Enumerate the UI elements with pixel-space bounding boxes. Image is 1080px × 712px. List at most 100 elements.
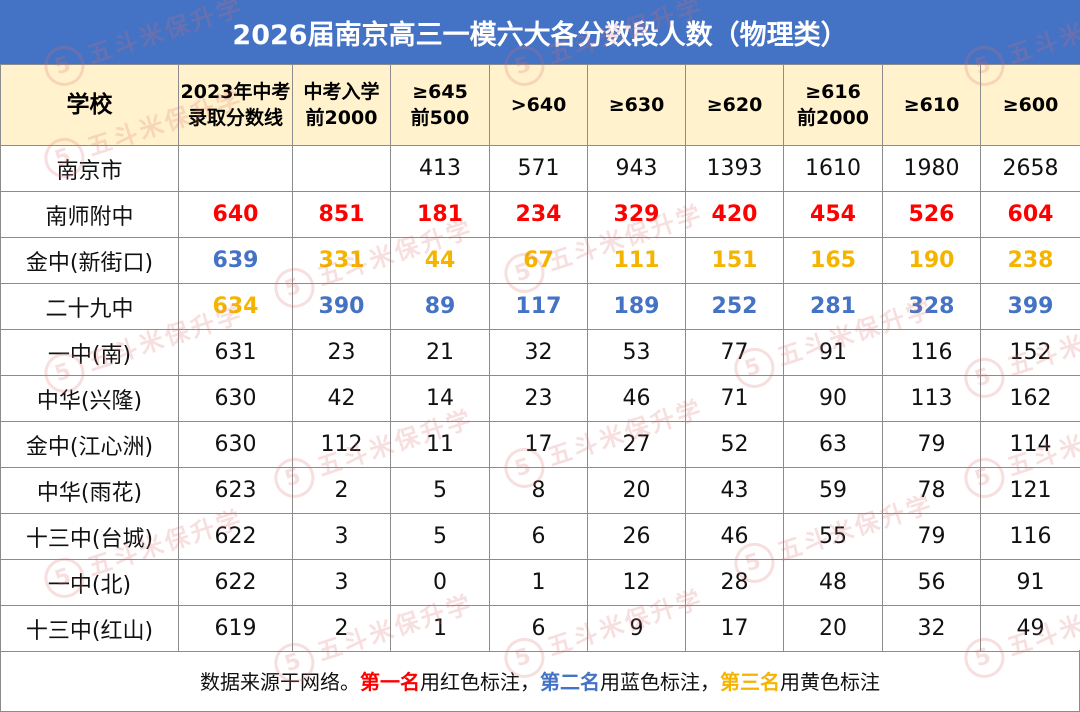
- count-cell: 14: [390, 375, 490, 422]
- table-row: 十三中(台城) 622 3 5 6 26 46 55 79 116: [0, 513, 1080, 560]
- column-header: 2023年中考 录取分数线: [178, 64, 293, 146]
- count-cell: 6: [489, 513, 588, 560]
- table-row: 十三中(红山) 619 2 1 6 9 17 20 32 49: [0, 605, 1080, 652]
- column-header-line: 学校: [66, 92, 113, 118]
- count-cell: 55: [783, 513, 883, 560]
- count-cell: 238: [980, 237, 1080, 284]
- count-cell: 604: [980, 191, 1080, 238]
- table-row: 一中(南) 631 23 21 32 53 77 91 116 152: [0, 329, 1080, 376]
- count-cell: 17: [685, 605, 784, 652]
- count-cell: 23: [489, 375, 588, 422]
- count-cell: 42: [292, 375, 391, 422]
- table-row: 中华(兴隆) 630 42 14 23 46 71 90 113 162: [0, 375, 1080, 422]
- table-row: 一中(北) 622 3 0 1 12 28 48 56 91: [0, 559, 1080, 606]
- count-cell: 79: [882, 421, 981, 468]
- school-name-cell: 中华(雨花): [0, 467, 179, 514]
- count-cell: 0: [390, 559, 490, 606]
- count-cell: 622: [178, 513, 293, 560]
- count-cell: 117: [489, 283, 588, 330]
- count-cell: 252: [685, 283, 784, 330]
- count-cell: 571: [489, 145, 588, 192]
- school-name-cell: 二十九中: [0, 283, 179, 330]
- table-row: 金中(新街口) 639 331 44 67 111 151 165 190 238: [0, 237, 1080, 284]
- school-name-cell: 一中(北): [0, 559, 179, 606]
- school-name-cell: 十三中(台城): [0, 513, 179, 560]
- legend-note: 数据来源于网络。 第一名 用红色标注， 第二名 用蓝色标注， 第三名 用黄色标注: [0, 650, 1080, 712]
- column-header-line: ≥630: [608, 94, 665, 116]
- count-cell: 56: [882, 559, 981, 606]
- count-cell: 67: [489, 237, 588, 284]
- count-cell: 91: [783, 329, 883, 376]
- school-name-cell: 一中(南): [0, 329, 179, 376]
- count-cell: 112: [292, 421, 391, 468]
- count-cell: 9: [587, 605, 686, 652]
- first-place-key: 第一名: [360, 670, 420, 694]
- count-cell: 46: [685, 513, 784, 560]
- school-name-cell: 南师附中: [0, 191, 179, 238]
- count-cell: 20: [587, 467, 686, 514]
- count-cell: 630: [178, 421, 293, 468]
- count-cell: 114: [980, 421, 1080, 468]
- count-cell: 32: [489, 329, 588, 376]
- count-cell: 12: [587, 559, 686, 606]
- count-cell: 634: [178, 283, 293, 330]
- school-name-cell: 金中(江心洲): [0, 421, 179, 468]
- column-header-line: ≥600: [1002, 94, 1059, 116]
- count-cell: 234: [489, 191, 588, 238]
- count-cell: 116: [980, 513, 1080, 560]
- table-row: 二十九中 634 390 89 117 189 252 281 328 399: [0, 283, 1080, 330]
- column-header: 中考入学 前2000: [292, 64, 391, 146]
- column-header-line: 2023年中考: [180, 81, 291, 103]
- count-cell: 165: [783, 237, 883, 284]
- column-header-school: 学校: [0, 64, 179, 146]
- count-cell: 162: [980, 375, 1080, 422]
- count-cell: 2: [292, 467, 391, 514]
- column-header-line: ≥620: [706, 94, 763, 116]
- column-header: ≥620: [685, 64, 784, 146]
- column-header-line: ≥616: [805, 81, 861, 103]
- column-header-line: ≥610: [903, 94, 960, 116]
- count-cell: 190: [882, 237, 981, 284]
- count-cell: 78: [882, 467, 981, 514]
- count-cell: 79: [882, 513, 981, 560]
- third-place-desc: 用黄色标注: [780, 670, 880, 694]
- count-cell: 329: [587, 191, 686, 238]
- count-cell: 281: [783, 283, 883, 330]
- column-header: ≥630: [587, 64, 686, 146]
- count-cell: 640: [178, 191, 293, 238]
- count-cell: 111: [587, 237, 686, 284]
- count-cell: 5: [390, 513, 490, 560]
- count-cell: 89: [390, 283, 490, 330]
- count-cell: 32: [882, 605, 981, 652]
- count-cell: 46: [587, 375, 686, 422]
- count-cell: 328: [882, 283, 981, 330]
- count-cell: 420: [685, 191, 784, 238]
- table-row: 南师附中 640 851 181 234 329 420 454 526 604: [0, 191, 1080, 238]
- column-header-line: ≥645: [412, 81, 468, 103]
- count-cell: 113: [882, 375, 981, 422]
- count-cell: 59: [783, 467, 883, 514]
- second-place-key: 第二名: [540, 670, 600, 694]
- count-cell: 631: [178, 329, 293, 376]
- column-header-line: 前2000: [305, 107, 378, 129]
- count-cell: 5: [390, 467, 490, 514]
- table-row: 中华(雨花) 623 2 5 8 20 43 59 78 121: [0, 467, 1080, 514]
- count-cell: 28: [685, 559, 784, 606]
- count-cell: 189: [587, 283, 686, 330]
- third-place-key: 第三名: [720, 670, 780, 694]
- count-cell: 851: [292, 191, 391, 238]
- school-name-cell: 十三中(红山): [0, 605, 179, 652]
- table-body: 南京市 413 571 943 1393 1610 1980 2658 南师附中 640 851 18…: [0, 145, 1080, 652]
- count-cell: 630: [178, 375, 293, 422]
- count-cell: 639: [178, 237, 293, 284]
- column-header: >640: [489, 64, 588, 146]
- count-cell: 526: [882, 191, 981, 238]
- count-cell: 331: [292, 237, 391, 284]
- column-header-line: 前500: [410, 107, 470, 129]
- count-cell: 1: [489, 559, 588, 606]
- column-header-line: >640: [510, 94, 567, 116]
- count-cell: 23: [292, 329, 391, 376]
- school-name-cell: 中华(兴隆): [0, 375, 179, 422]
- school-name-cell: 南京市: [0, 145, 179, 192]
